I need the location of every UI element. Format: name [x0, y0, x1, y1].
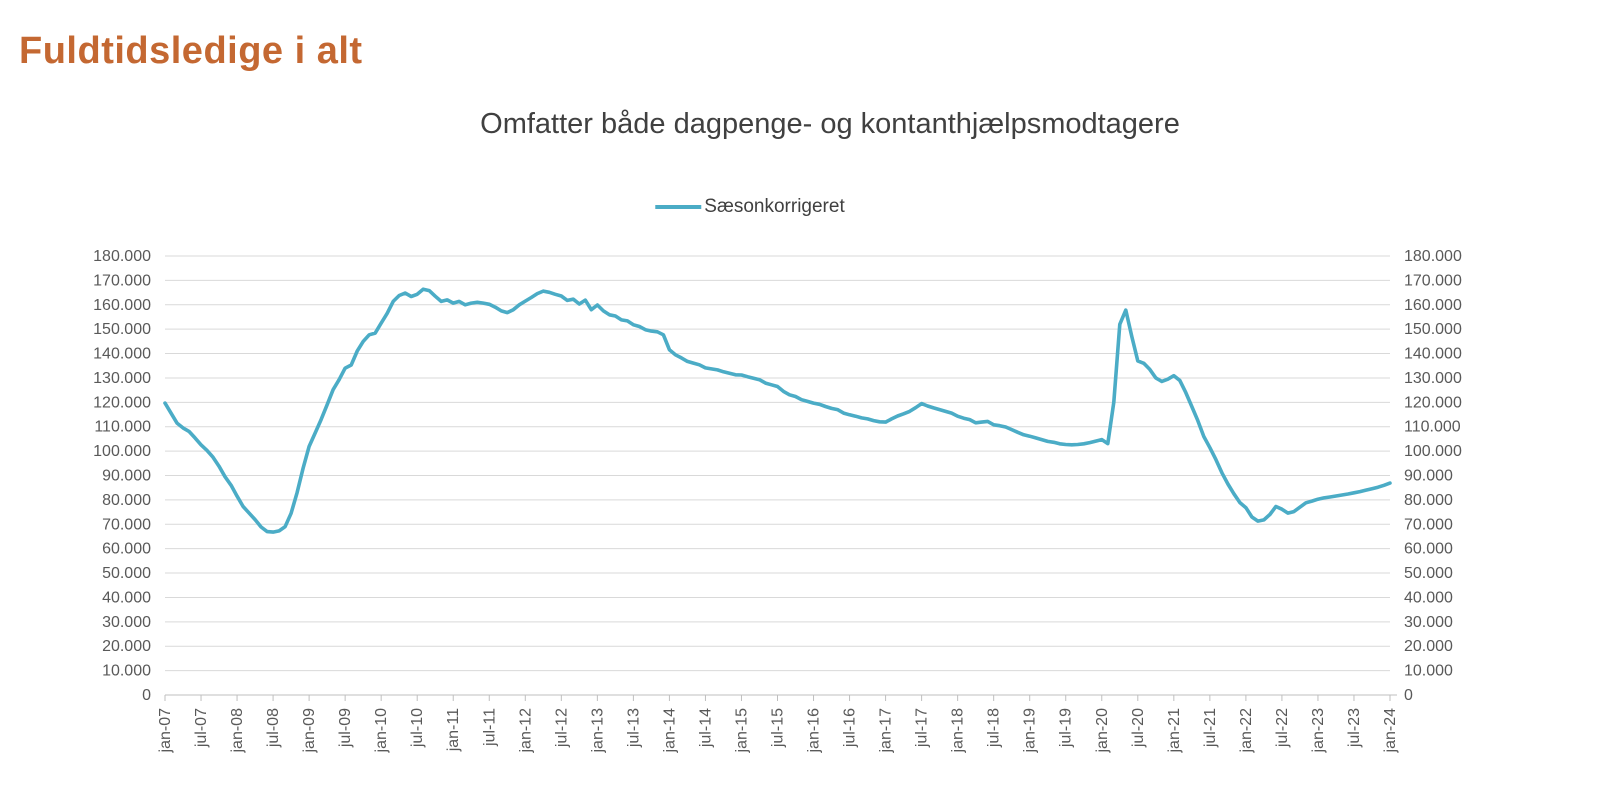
x-axis-label: jan-18 [950, 708, 967, 754]
y-axis-label-left: 180.000 [93, 248, 151, 265]
x-axis-label: jan-24 [1382, 708, 1399, 754]
x-axis-label: jan-23 [1310, 708, 1327, 754]
x-axis-label: jan-22 [1238, 708, 1255, 754]
y-axis-label-right: 170.000 [1404, 272, 1462, 289]
x-axis-label: jan-16 [806, 708, 823, 754]
y-axis-label-right: 10.000 [1404, 663, 1453, 680]
y-axis-label-left: 130.000 [93, 370, 151, 387]
x-axis-label: jul-08 [265, 708, 282, 748]
y-axis-label-left: 80.000 [102, 492, 151, 509]
x-axis-label: jan-07 [157, 708, 174, 754]
legend-line-swatch [655, 205, 702, 209]
y-axis-label-left: 60.000 [102, 541, 151, 558]
x-axis-label: jan-19 [1022, 708, 1039, 754]
x-axis-label: jan-17 [878, 708, 895, 754]
y-axis-label-left: 0 [142, 687, 151, 704]
x-axis-label: jul-11 [481, 708, 498, 747]
x-axis-label: jan-08 [229, 708, 246, 754]
x-axis-label: jan-10 [373, 708, 390, 754]
legend-label: Sæsonkorrigeret [704, 196, 845, 217]
x-axis-label: jul-15 [770, 708, 787, 748]
y-axis-label-left: 120.000 [93, 394, 151, 411]
page-title: Fuldtidsledige i alt [19, 30, 363, 72]
x-axis-label: jul-19 [1058, 708, 1075, 748]
y-axis-label-right: 150.000 [1404, 321, 1462, 338]
x-axis-label: jul-09 [337, 708, 354, 748]
y-axis-label-right: 100.000 [1404, 443, 1462, 460]
x-axis-label: jan-13 [589, 708, 606, 754]
y-axis-label-right: 60.000 [1404, 541, 1453, 558]
x-axis-label: jul-13 [625, 708, 642, 748]
x-axis-label: jan-20 [1094, 708, 1111, 754]
y-axis-label-right: 80.000 [1404, 492, 1453, 509]
y-axis-label-right: 160.000 [1404, 297, 1462, 314]
chart-title: Omfatter både dagpenge- og kontanthjælps… [480, 108, 1180, 140]
y-axis-label-right: 40.000 [1404, 589, 1453, 606]
y-axis-label-left: 40.000 [102, 589, 151, 606]
y-axis-label-right: 120.000 [1404, 394, 1462, 411]
y-axis-label-right: 30.000 [1404, 614, 1453, 631]
y-axis-label-left: 170.000 [93, 272, 151, 289]
y-axis-label-right: 50.000 [1404, 565, 1453, 582]
y-axis-label-left: 10.000 [102, 663, 151, 680]
x-axis-label: jan-11 [445, 708, 462, 752]
y-axis-label-right: 130.000 [1404, 370, 1462, 387]
x-axis-label: jan-21 [1166, 708, 1183, 754]
x-axis-label: jul-16 [842, 708, 859, 748]
x-axis-label: jul-18 [986, 708, 1003, 748]
x-axis-label: jan-09 [301, 708, 318, 754]
y-axis-label-left: 50.000 [102, 565, 151, 582]
x-axis-label: jul-17 [914, 708, 931, 748]
y-axis-label-left: 140.000 [93, 346, 151, 363]
y-axis-label-right: 140.000 [1404, 346, 1462, 363]
line-chart: 0 0 10.000 10.000 20.000 20.000 30.000 30.000 40… [93, 248, 1462, 754]
x-axis-label: jul-23 [1346, 708, 1363, 748]
x-axis-label: jan-12 [517, 708, 534, 754]
x-axis-label: jan-15 [733, 708, 750, 754]
legend: Sæsonkorrigeret [655, 196, 845, 218]
y-axis-label-left: 160.000 [93, 297, 151, 314]
x-axis-label: jul-07 [193, 708, 210, 748]
y-axis-label-left: 90.000 [102, 468, 151, 485]
x-axis-label: jan-14 [661, 708, 678, 754]
y-axis-label-right: 70.000 [1404, 516, 1453, 533]
x-axis-label: jul-10 [409, 708, 426, 748]
y-axis-label-right: 0 [1404, 687, 1413, 704]
y-axis-label-right: 90.000 [1404, 468, 1453, 485]
y-axis-label-left: 150.000 [93, 321, 151, 338]
data-line-saesonkorrigeret [163, 287, 1392, 534]
y-axis-label-right: 110.000 [1404, 419, 1461, 436]
y-axis-label-right: 20.000 [1404, 638, 1453, 655]
y-axis-label-right: 180.000 [1404, 248, 1462, 265]
x-axis-label: jul-14 [697, 708, 714, 748]
y-axis-label-left: 20.000 [102, 638, 151, 655]
y-axis-label-left: 70.000 [102, 516, 151, 533]
y-axis-label-left: 30.000 [102, 614, 151, 631]
x-axis-label: jul-22 [1274, 708, 1291, 748]
x-axis-label: jul-12 [553, 708, 570, 748]
x-axis-label: jul-20 [1130, 708, 1147, 748]
y-axis-label-left: 110.000 [94, 419, 151, 436]
x-axis-label: jul-21 [1202, 708, 1219, 748]
y-axis-label-left: 100.000 [93, 443, 151, 460]
